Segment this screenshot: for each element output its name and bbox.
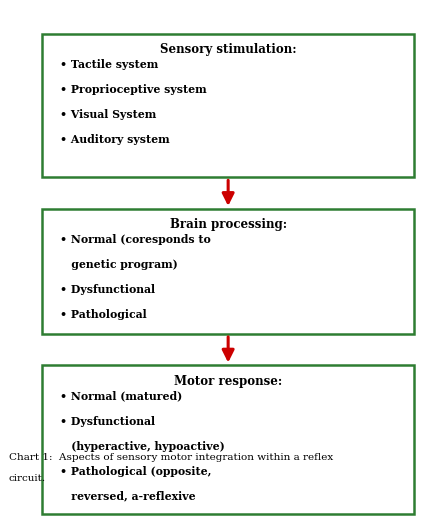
Text: (hyperactive, hypoactive): (hyperactive, hypoactive) bbox=[60, 441, 225, 452]
Text: reversed, a-reflexive: reversed, a-reflexive bbox=[60, 491, 195, 502]
FancyBboxPatch shape bbox=[42, 209, 414, 334]
Text: • Auditory system: • Auditory system bbox=[60, 134, 169, 145]
Text: • Pathological: • Pathological bbox=[60, 309, 147, 320]
Text: • Tactile system: • Tactile system bbox=[60, 59, 158, 70]
Text: Brain processing:: Brain processing: bbox=[170, 218, 287, 231]
Text: circuit.: circuit. bbox=[9, 474, 46, 483]
Text: • Pathological (opposite,: • Pathological (opposite, bbox=[60, 466, 211, 477]
Text: • Dysfunctional: • Dysfunctional bbox=[60, 416, 155, 426]
Text: • Visual System: • Visual System bbox=[60, 109, 156, 120]
Text: Motor response:: Motor response: bbox=[174, 375, 282, 388]
FancyBboxPatch shape bbox=[42, 34, 414, 177]
Text: • Normal (matured): • Normal (matured) bbox=[60, 390, 182, 401]
Text: • Proprioceptive system: • Proprioceptive system bbox=[60, 84, 206, 95]
Text: • Normal (coresponds to: • Normal (coresponds to bbox=[60, 234, 210, 245]
FancyBboxPatch shape bbox=[42, 365, 414, 514]
Text: Chart 1:  Aspects of sensory motor integration within a reflex: Chart 1: Aspects of sensory motor integr… bbox=[9, 453, 333, 462]
Text: genetic program): genetic program) bbox=[60, 259, 178, 270]
Text: Sensory stimulation:: Sensory stimulation: bbox=[160, 43, 296, 56]
Text: • Dysfunctional: • Dysfunctional bbox=[60, 284, 155, 295]
